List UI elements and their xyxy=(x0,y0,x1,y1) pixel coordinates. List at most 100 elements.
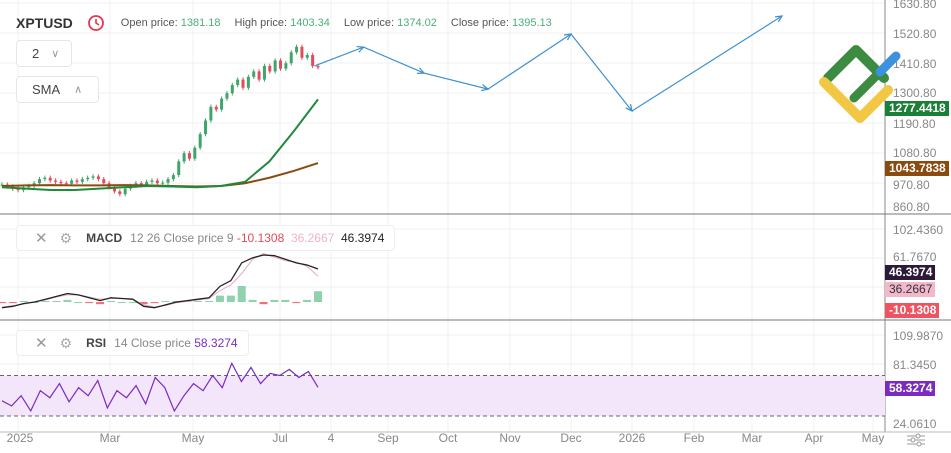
macd-histogram-bar xyxy=(19,300,28,303)
candle xyxy=(102,179,106,184)
candle xyxy=(64,183,68,185)
candle xyxy=(96,176,100,180)
low-value: 1374.02 xyxy=(397,17,437,29)
time-tick: 4 xyxy=(327,431,335,445)
macd-signal-value: 36.2667 xyxy=(290,231,335,245)
macd-line xyxy=(1,254,319,309)
forecast-arrowhead xyxy=(625,103,633,113)
macd-tick: 61.7670 xyxy=(893,250,937,264)
macd-legend: ✕ ⚙ MACD 12 26 Close price 9 -10.1308 36.… xyxy=(16,225,396,251)
candle xyxy=(91,176,95,178)
price-tick: 1520.80 xyxy=(893,27,937,41)
macd-value: 46.3974 xyxy=(341,231,385,245)
symbol-title: XPTUSD xyxy=(16,15,73,31)
price-tick: 1190.80 xyxy=(893,117,936,131)
price-tick: 1630.80 xyxy=(893,0,937,11)
macd-histogram-bar xyxy=(161,300,170,303)
macd-histogram-bar xyxy=(237,286,246,303)
macd-histogram-bar xyxy=(314,291,322,303)
high-price: High price: 1403.34 xyxy=(235,17,330,29)
candle xyxy=(80,179,84,182)
macd-histogram-bar xyxy=(0,302,6,304)
open-value: 1381.18 xyxy=(180,17,221,29)
low-price: Low price: 1374.02 xyxy=(344,17,437,29)
macd-signal-line xyxy=(1,253,319,308)
candle xyxy=(300,46,304,58)
candle xyxy=(182,153,186,162)
candle xyxy=(236,79,240,86)
high-value: 1403.34 xyxy=(290,17,330,29)
macd-hist-value: -10.1308 xyxy=(236,231,285,245)
candle xyxy=(220,98,224,110)
time-tick: Jul xyxy=(272,431,288,445)
candle xyxy=(241,79,245,88)
candle xyxy=(246,76,250,88)
candle xyxy=(48,177,52,181)
brand-logo xyxy=(819,45,901,123)
open-label: Open price: xyxy=(120,17,178,29)
candle xyxy=(139,183,143,185)
candle xyxy=(187,153,191,159)
time-tick: Apr xyxy=(804,431,824,445)
macd-histogram-bar xyxy=(106,300,115,303)
low-label: Low price: xyxy=(343,17,395,29)
rsi-band xyxy=(0,375,885,416)
candle xyxy=(177,161,181,176)
candle xyxy=(123,188,127,195)
candle xyxy=(161,182,165,184)
macd-histogram-bar xyxy=(63,299,72,303)
forecast-arrowhead xyxy=(356,45,365,53)
time-tick: Mar xyxy=(741,431,763,445)
macd-histogram-bar xyxy=(248,299,257,303)
candle xyxy=(198,134,202,148)
clock-alert-icon[interactable] xyxy=(87,13,107,33)
close-value: 1395.13 xyxy=(512,17,552,29)
chevron-down-icon: ∨ xyxy=(51,48,60,60)
candle xyxy=(284,63,288,69)
macd-histogram-bar xyxy=(259,302,268,305)
chart-header: XPTUSD Open price: 1381.18 High price: 1… xyxy=(16,13,566,33)
candle xyxy=(150,180,154,182)
candle xyxy=(166,179,170,183)
macd-histogram-bar xyxy=(205,300,214,303)
candle xyxy=(279,60,283,69)
candle xyxy=(118,191,122,195)
settings-sliders-icon[interactable] xyxy=(905,432,927,448)
candle xyxy=(204,120,208,135)
macd-name: MACD xyxy=(86,231,123,245)
macd-histogram-bar xyxy=(292,302,301,304)
macd-histogram-bar xyxy=(41,300,50,303)
interval-dropdown[interactable]: 2 ∨ xyxy=(16,40,72,67)
macd-histogram-bar xyxy=(74,302,83,304)
candle xyxy=(305,55,309,58)
time-tick: 2026 xyxy=(618,431,646,445)
indicator-dropdown[interactable]: SMA ∧ xyxy=(16,76,99,103)
macd-histogram-bar xyxy=(139,302,148,305)
close-icon[interactable]: ✕ xyxy=(35,230,48,247)
time-tick: Oct xyxy=(438,431,458,445)
sma-slow-badge: 1043.7838 xyxy=(885,161,949,176)
candle xyxy=(70,180,74,184)
rsi-params: 14 Close price xyxy=(114,336,191,350)
candle xyxy=(257,71,261,80)
time-tick: 2025 xyxy=(6,431,34,445)
candle xyxy=(252,71,256,77)
macd-histogram-bar xyxy=(96,302,105,305)
candle xyxy=(209,106,213,121)
macd-histogram-bar xyxy=(128,302,137,304)
gear-icon[interactable]: ⚙ xyxy=(59,229,73,246)
close-price: Close price: 1395.13 xyxy=(451,17,552,29)
price-tick: 1300.80 xyxy=(893,86,937,100)
candle xyxy=(225,93,229,99)
macd-histogram-bar xyxy=(270,299,279,303)
indicator-value: SMA xyxy=(32,82,61,97)
price-tick: 860.80 xyxy=(893,200,930,214)
rsi-tick: 109.9870 xyxy=(893,329,944,343)
gear-icon[interactable]: ⚙ xyxy=(59,334,73,351)
time-tick: Feb xyxy=(683,431,705,445)
rsi-legend: ✕ ⚙ RSI 14 Close price 58.3274 xyxy=(16,330,249,356)
candle xyxy=(16,188,20,191)
close-icon[interactable]: ✕ xyxy=(35,335,48,352)
open-price: Open price: 1381.18 xyxy=(121,17,221,29)
